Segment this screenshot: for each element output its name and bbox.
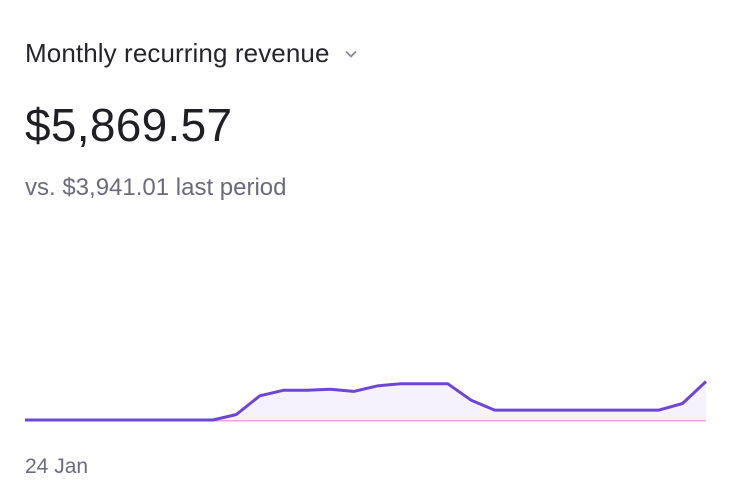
x-axis-start-label: 24 Jan xyxy=(25,455,89,478)
metric-selector[interactable]: Monthly recurring revenue xyxy=(25,38,358,69)
metric-title: Monthly recurring revenue xyxy=(25,38,330,68)
comparison-text: vs. $3,941.01 last period xyxy=(25,174,287,201)
revenue-line-chart xyxy=(25,380,708,422)
current-period-line xyxy=(25,380,708,422)
chevron-down-icon[interactable] xyxy=(344,47,358,61)
metric-value: $5,869.57 xyxy=(25,99,233,151)
